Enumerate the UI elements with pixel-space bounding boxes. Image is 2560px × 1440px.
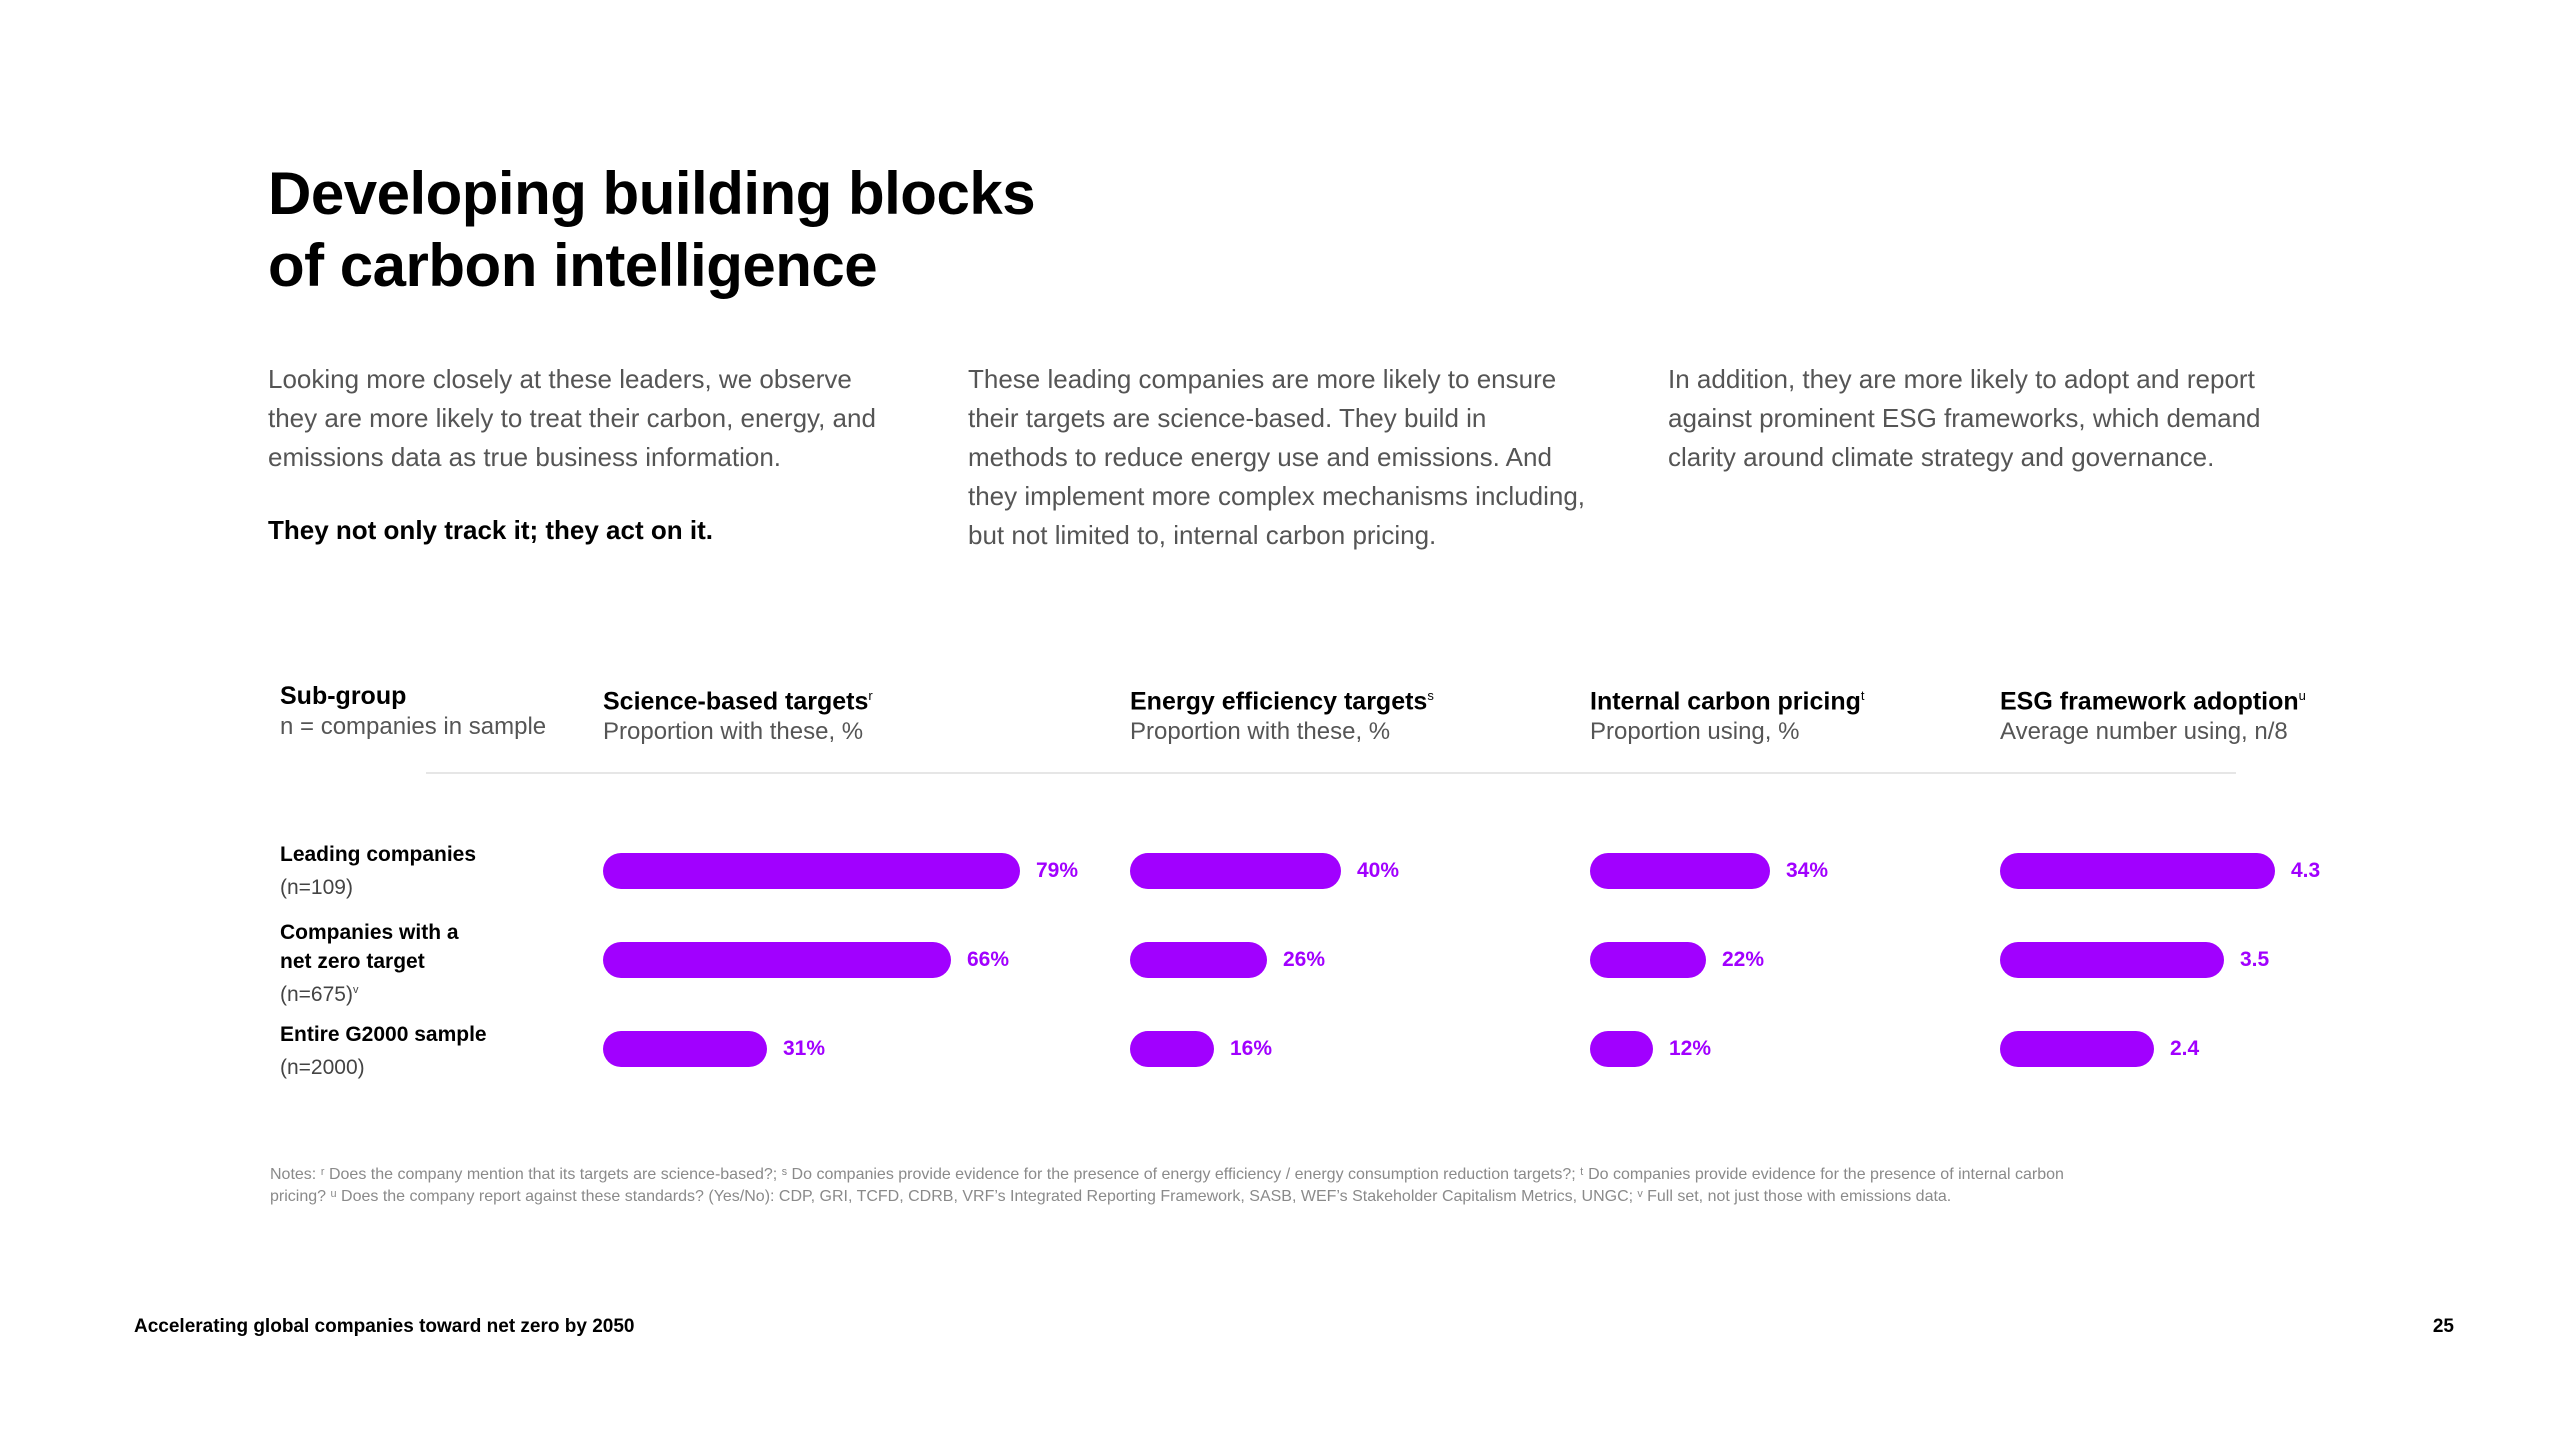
- bar: [603, 1031, 767, 1067]
- subgroup-header-subtitle: n = companies in sample: [280, 713, 547, 740]
- bar: [2000, 942, 2224, 978]
- page-title-line-1: Developing building blocks: [268, 160, 1036, 227]
- bar: [1130, 853, 1341, 889]
- bar: [1130, 942, 1267, 978]
- series-header-title: ESG framework adoptionu: [2000, 680, 2306, 717]
- bar-value-label: 40%: [1357, 859, 1400, 882]
- series-header-title: Science-based targetsr: [603, 680, 873, 717]
- intro-text-2: These leading companies are more likely …: [968, 364, 1586, 550]
- bar-value-label: 26%: [1283, 948, 1326, 971]
- bar: [2000, 1031, 2154, 1067]
- row-label-1: Companies with a net zero target (n=675)v: [280, 918, 470, 1009]
- bar: [1590, 942, 1706, 978]
- bar-value-label: 12%: [1669, 1037, 1712, 1060]
- series-header-subtitle: Proportion with these, %: [1130, 718, 1391, 746]
- row-label-count-text: (n=2000): [280, 1056, 365, 1079]
- row-label-count-text: (n=675): [280, 983, 353, 1006]
- bar: [603, 942, 951, 978]
- series-header-subtitle: Proportion with these, %: [603, 718, 864, 746]
- intro-text-3: In addition, they are more likely to ado…: [1668, 364, 2261, 472]
- series-footnote-marker: r: [868, 688, 873, 703]
- bar: [1130, 1031, 1214, 1067]
- row-label-count-text: (n=109): [280, 876, 353, 899]
- bar: [2000, 853, 2275, 889]
- bar-value-label: 22%: [1722, 948, 1765, 971]
- series-footnote-marker: s: [1427, 688, 1434, 703]
- series-footnote-marker: u: [2298, 688, 2306, 703]
- row-label-count: (n=675)v: [280, 976, 470, 1009]
- row-label-count: (n=2000): [280, 1049, 487, 1082]
- row-footnote-marker: v: [352, 984, 359, 996]
- bar: [1590, 1031, 1653, 1067]
- intro-column-2: These leading companies are more likely …: [968, 360, 1588, 555]
- bar: [603, 853, 1020, 889]
- intro-text-1: Looking more closely at these leaders, w…: [268, 364, 876, 472]
- row-label-name: Leading companies: [280, 843, 477, 866]
- row-label-0: Leading companies (n=109): [280, 840, 476, 902]
- page-number: 25: [2432, 1316, 2454, 1337]
- footnotes: Notes: ʳ Does the company mention that i…: [270, 1166, 2064, 1205]
- series-name: Science-based targets: [603, 687, 869, 716]
- series-header-subtitle: Average number using, n/8: [2000, 718, 2288, 746]
- header-divider: [426, 772, 2236, 774]
- series-header-1: Energy efficiency targetss Proportion wit…: [1130, 680, 1434, 747]
- series-header-title: Internal carbon pricingt: [1590, 680, 1865, 717]
- series-name: Internal carbon pricing: [1590, 687, 1861, 716]
- row-label-name: Companies with a net zero target: [280, 921, 459, 973]
- bar-value-label: 16%: [1230, 1037, 1273, 1060]
- bar-value-label: 2.4: [2170, 1037, 2200, 1060]
- footer-title: Accelerating global companies toward net…: [134, 1316, 635, 1337]
- bar-value-label: 3.5: [2240, 948, 2270, 971]
- series-header-subtitle: Proportion using, %: [1590, 718, 1800, 746]
- bar-value-label: 34%: [1786, 859, 1829, 882]
- bar-value-label: 4.3: [2291, 859, 2321, 882]
- intro-column-1: Looking more closely at these leaders, w…: [268, 360, 888, 550]
- intro-tagline: They not only track it; they act on it.: [268, 515, 713, 545]
- page-title: Developing building blocks of carbon int…: [268, 158, 1268, 302]
- series-header-2: Internal carbon pricingt Proportion using…: [1590, 680, 1865, 747]
- series-header-0: Science-based targetsr Proportion with th…: [603, 680, 873, 747]
- series-name: Energy efficiency targets: [1130, 687, 1428, 716]
- row-label-2: Entire G2000 sample (n=2000): [280, 1020, 487, 1082]
- subgroup-header: Sub-group n = companies in sample: [280, 680, 546, 742]
- row-label-count: (n=109): [280, 869, 476, 902]
- bar: [1590, 853, 1770, 889]
- intro-column-3: In addition, they are more likely to ado…: [1668, 360, 2288, 477]
- bar-value-label: 79%: [1036, 859, 1079, 882]
- series-name: ESG framework adoption: [2000, 687, 2299, 716]
- page-title-line-2: of carbon intelligence: [268, 232, 878, 299]
- series-footnote-marker: t: [1860, 688, 1865, 703]
- series-header-3: ESG framework adoptionu Average number us…: [2000, 680, 2306, 747]
- row-label-name: Entire G2000 sample: [280, 1023, 487, 1046]
- subgroup-header-title: Sub-group: [280, 682, 407, 710]
- bar-value-label: 66%: [967, 948, 1010, 971]
- bar-value-label: 31%: [783, 1037, 826, 1060]
- series-header-title: Energy efficiency targetss: [1130, 680, 1434, 717]
